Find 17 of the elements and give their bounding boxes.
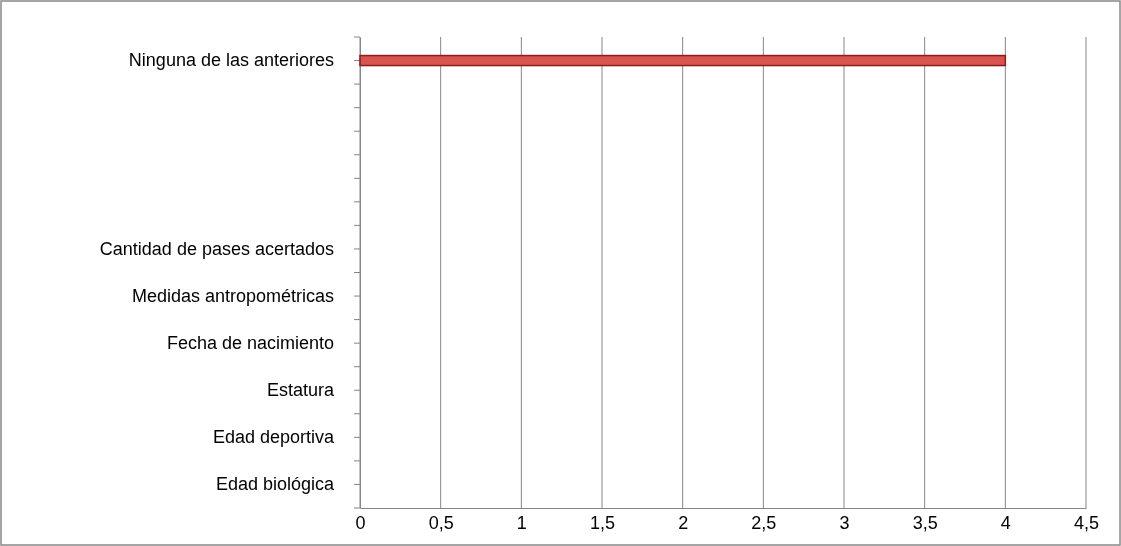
x-tick-label: 0 [355, 512, 366, 533]
x-tick-label: 1 [516, 512, 527, 533]
y-tick-label: Edad deportiva [212, 427, 335, 448]
x-tick-label: 3,5 [912, 512, 938, 533]
y-tick-label: Fecha de nacimiento [166, 332, 334, 353]
x-tick-label: 1,5 [589, 512, 616, 533]
x-tick-label: 4,5 [1073, 512, 1100, 533]
y-tick-label: Cantidad de pases acertados [99, 238, 334, 259]
x-tick-label: 3 [839, 512, 850, 533]
x-tick-label: 2,5 [751, 512, 777, 533]
y-tick-label: Medidas antropométricas [131, 285, 334, 306]
x-tick-label: 4 [1000, 512, 1011, 533]
x-tick-label: 2 [678, 512, 689, 533]
y-tick-label: Edad biológica [215, 474, 335, 495]
y-tick-label: Ninguna de las anteriores [128, 50, 334, 71]
x-tick-label: 0,5 [428, 512, 454, 533]
y-tick-label: Estatura [266, 380, 335, 401]
